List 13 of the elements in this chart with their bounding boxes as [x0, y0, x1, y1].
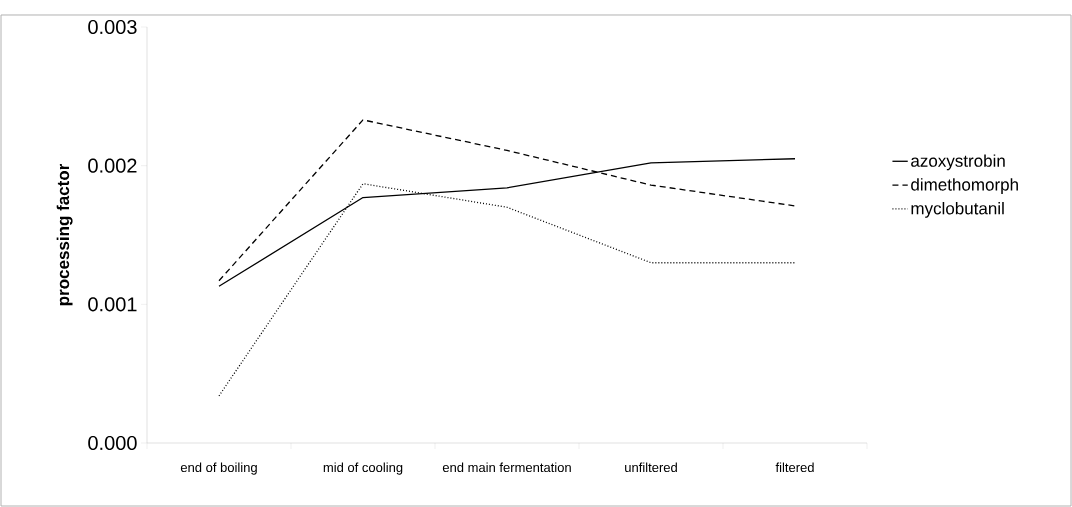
legend-label: azoxystrobin — [911, 154, 1005, 171]
y-tick-label: 0.001 — [88, 297, 137, 312]
y-axis-title: processing factor — [56, 163, 73, 306]
legend-label: dimethomorph — [911, 178, 1018, 195]
y-tick-label: 0.002 — [88, 158, 137, 173]
y-tick-label: 0.000 — [88, 435, 137, 451]
x-tick-label: mid of cooling — [323, 462, 403, 475]
y-tick-label: 0.003 — [88, 19, 137, 35]
x-tick-label: filtered — [775, 462, 814, 473]
legend-label: myclobutanil — [911, 201, 1004, 218]
x-tick-label: end of boiling — [180, 462, 257, 475]
x-tick-label: end main fermentation — [442, 462, 571, 473]
x-tick-label: unfiltered — [625, 462, 677, 473]
